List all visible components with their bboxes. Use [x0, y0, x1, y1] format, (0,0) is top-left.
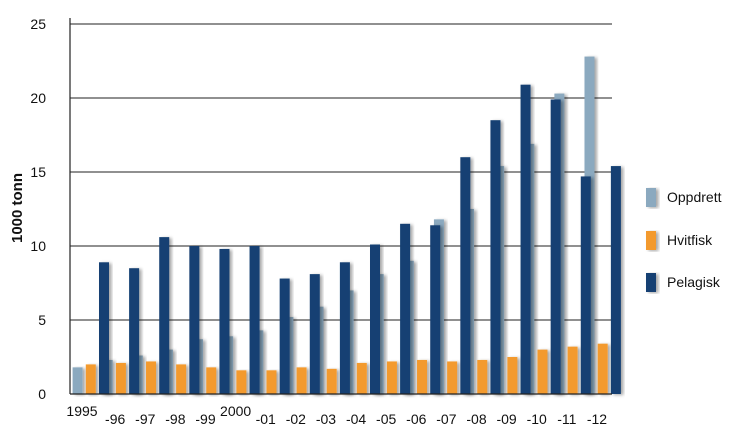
bar-hvitfisk--11 — [567, 346, 578, 394]
bar-hvitfisk--06 — [417, 359, 428, 394]
bar-hvitfisk--05 — [386, 361, 397, 394]
y-tick-label: 5 — [38, 312, 46, 328]
bars — [72, 56, 621, 395]
x-tick-label: -04 — [346, 411, 366, 427]
x-tick-label: -11 — [557, 411, 576, 427]
bar-pelagisk--10 — [550, 99, 561, 394]
x-tick-label: 2000 — [220, 403, 251, 419]
bar-pelagisk--99 — [219, 248, 230, 394]
bar-pelagisk--07 — [460, 157, 471, 394]
y-tick-label: 20 — [30, 90, 46, 106]
x-tick-label: -05 — [376, 411, 396, 427]
x-tick-label: -02 — [286, 411, 306, 427]
x-tick-label: -01 — [256, 411, 276, 427]
bar-pelagisk--11 — [580, 176, 591, 394]
bar-pelagisk--06 — [430, 225, 441, 394]
x-tick-label: -12 — [587, 411, 607, 427]
bar-pelagisk--03 — [339, 262, 350, 394]
bar-pelagisk--04 — [370, 244, 380, 394]
legend-label-oppdrett: Oppdrett — [667, 189, 722, 205]
x-tick-labels: 1995 -96 -97 -98 -99 2000 -01 -02 -03 -04 -05 -06 -0… — [66, 403, 607, 427]
bar-pelagisk--98 — [189, 246, 200, 394]
bar-pelagisk-2000 — [249, 246, 260, 394]
bar-pelagisk--01 — [279, 278, 290, 394]
x-tick-label: -09 — [496, 411, 516, 427]
bar-hvitfisk--10 — [537, 349, 548, 394]
y-tick-label: 15 — [30, 164, 46, 180]
bar-hvitfisk-1995 — [85, 364, 96, 394]
y-tick-label: 25 — [30, 16, 46, 32]
bar-pelagisk--09 — [520, 84, 531, 395]
bar-hvitfisk--98 — [176, 364, 187, 394]
bar-pelagisk--02 — [309, 274, 320, 394]
bar-hvitfisk--99 — [206, 367, 217, 394]
bar-hvitfisk--97 — [146, 361, 157, 394]
x-tick-label: 1995 — [66, 403, 97, 419]
bar-pelagisk--96 — [129, 268, 140, 394]
bar-hvitfisk--01 — [266, 370, 277, 394]
bar-pelagisk-1995 — [99, 262, 109, 394]
bar-hvitfisk--07 — [447, 361, 458, 394]
bar-hvitfisk--96 — [115, 362, 126, 394]
x-tick-label: -97 — [135, 411, 155, 427]
bar-oppdrett-1995 — [72, 367, 83, 394]
legend-label-pelagisk: Pelagisk — [667, 274, 721, 290]
x-tick-label: -98 — [165, 411, 185, 427]
bar-pelagisk--97 — [159, 237, 170, 394]
bar-hvitfisk--09 — [507, 357, 518, 394]
axes: 1000 tonn — [9, 18, 612, 395]
x-tick-label: -03 — [316, 411, 336, 427]
x-tick-label: -07 — [436, 411, 456, 427]
legend-swatch-hvitfisk — [646, 231, 656, 250]
x-tick-label: -08 — [466, 411, 486, 427]
bar-hvitfisk--03 — [326, 368, 337, 394]
x-tick-label: -96 — [105, 411, 125, 427]
x-tick-label: -10 — [527, 411, 547, 427]
legend-swatch-oppdrett — [646, 188, 656, 207]
y-axis-label: 1000 tonn — [9, 173, 26, 243]
y-tick-label: 0 — [38, 386, 46, 402]
bar-pelagisk--12 — [610, 166, 621, 394]
bar-hvitfisk--12 — [597, 343, 608, 394]
legend-swatch-pelagisk — [646, 273, 656, 292]
x-tick-label: -99 — [195, 411, 215, 427]
bar-pelagisk--08 — [490, 120, 501, 394]
bar-pelagisk--05 — [400, 223, 411, 394]
bar-hvitfisk-2000 — [236, 370, 247, 394]
bar-hvitfisk--04 — [356, 362, 367, 394]
y-tick-labels: 0 5 10 15 20 25 — [30, 16, 46, 402]
bar-hvitfisk--08 — [477, 359, 488, 394]
legend-label-hvitfisk: Hvitfisk — [667, 232, 713, 248]
y-tick-label: 10 — [30, 238, 46, 254]
legend: Oppdrett Hvitfisk Pelagisk — [646, 188, 722, 292]
bar-hvitfisk--02 — [296, 367, 307, 394]
x-tick-label: -06 — [406, 411, 426, 427]
